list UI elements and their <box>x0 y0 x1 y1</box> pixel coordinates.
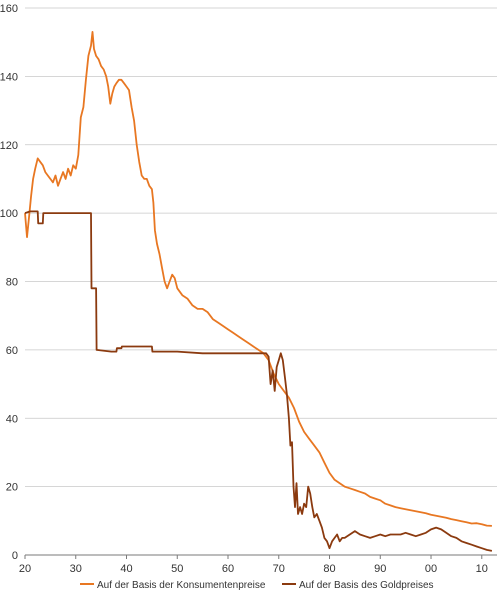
x-tick-label: 80 <box>323 563 335 575</box>
x-tick-label: 40 <box>120 563 132 575</box>
y-tick-label: 100 <box>0 208 18 220</box>
y-tick-label: 60 <box>6 345 18 357</box>
x-tick-label: 00 <box>425 563 437 575</box>
series-layer <box>24 31 493 552</box>
y-tick-label: 20 <box>6 482 18 494</box>
legend-item-consumer-prices: Auf der Basis der Konsumentenpreise <box>80 580 266 591</box>
x-tick-label: 60 <box>222 563 234 575</box>
y-axis-tick-labels: 0 20 40 60 80 100 120 140 160 <box>0 3 18 562</box>
y-tick-label: 140 <box>0 71 18 83</box>
series-line-consumer-prices <box>24 31 492 527</box>
x-tick-label: 90 <box>374 563 386 575</box>
legend-item-gold-prices: Auf der Basis des Goldpreises <box>282 580 434 591</box>
x-tick-label: 50 <box>171 563 183 575</box>
x-tick-label: 20 <box>19 563 31 575</box>
y-tick-label: 80 <box>6 277 18 289</box>
y-tick-label: 0 <box>12 550 18 562</box>
y-tick-label: 40 <box>6 413 18 425</box>
y-tick-label: 120 <box>0 140 18 152</box>
series-line-gold-prices <box>24 210 493 552</box>
legend-label-consumer-prices: Auf der Basis der Konsumentenpreise <box>97 580 266 591</box>
legend-label-gold-prices: Auf der Basis des Goldpreises <box>299 580 434 591</box>
x-tick-label: 10 <box>476 563 488 575</box>
x-axis-tick-labels: 20 30 40 50 60 70 80 90 00 10 <box>19 555 488 575</box>
x-tick-label: 70 <box>273 563 285 575</box>
y-tick-label: 160 <box>0 3 18 15</box>
grid-lines <box>25 7 497 488</box>
legend: Auf der Basis der Konsumentenpreise Auf … <box>80 580 434 591</box>
x-tick-label: 30 <box>70 563 82 575</box>
